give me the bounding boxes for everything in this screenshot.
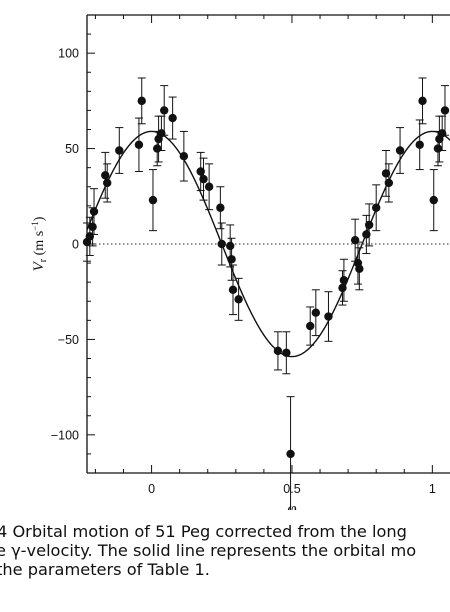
data-point-marker	[228, 285, 238, 294]
data-point-marker	[168, 113, 177, 123]
data-point	[395, 127, 405, 174]
data-point-marker	[339, 276, 349, 285]
caption-line-3: the parameters of Table 1.	[0, 560, 210, 579]
x-tick-label: 0	[148, 482, 155, 496]
figure-caption: 4 Orbital motion of 51 Peg corrected fro…	[0, 522, 450, 612]
data-point-marker	[371, 203, 381, 212]
data-point	[429, 169, 438, 232]
data-point-marker	[418, 96, 427, 106]
data-point	[311, 289, 321, 337]
data-point-marker	[216, 203, 225, 212]
data-point	[381, 149, 391, 197]
data-point	[364, 203, 374, 247]
data-point-marker	[364, 220, 374, 230]
data-point-marker	[88, 222, 97, 232]
data-point-marker	[234, 295, 243, 304]
data-point-marker	[217, 239, 226, 249]
data-point	[355, 247, 364, 291]
data-point-marker	[433, 144, 443, 153]
data-point	[227, 237, 236, 281]
data-point	[115, 127, 124, 174]
x-tick-label: 0.5	[283, 482, 300, 496]
y-axis-label: Vr (m s−1)	[30, 216, 49, 271]
data-point	[204, 163, 214, 211]
orbital-fit-curve	[86, 130, 450, 358]
y-tick-label: −50	[58, 333, 79, 347]
data-point-marker	[273, 346, 283, 356]
data-point	[137, 77, 146, 125]
data-point	[384, 163, 394, 203]
data-point	[103, 163, 112, 203]
data-point-marker	[89, 207, 99, 216]
data-point	[101, 151, 110, 199]
data-point-marker	[115, 146, 124, 155]
data-point-marker	[225, 241, 235, 251]
data-point	[324, 291, 333, 342]
data-point	[282, 331, 291, 375]
data-point-marker	[152, 144, 162, 153]
data-point-marker	[415, 140, 424, 149]
data-point	[196, 151, 205, 192]
data-point-marker	[103, 178, 112, 188]
data-point	[216, 186, 225, 230]
data-point	[168, 96, 177, 140]
data-point	[418, 77, 427, 125]
data-point-marker	[160, 106, 169, 115]
data-point	[217, 222, 226, 266]
data-point	[134, 117, 144, 172]
data-point	[160, 85, 169, 136]
y-tick-label: 50	[65, 142, 79, 156]
data-point-marker	[355, 264, 364, 274]
data-point-marker	[362, 230, 371, 239]
x-tick-label: 1	[429, 482, 436, 496]
data-point	[148, 169, 158, 232]
data-point-marker	[338, 283, 347, 293]
data-point-marker	[137, 96, 146, 106]
data-point-marker	[311, 308, 321, 317]
data-point-marker	[429, 195, 438, 205]
caption-line-1: 4 Orbital motion of 51 Peg corrected fro…	[0, 522, 407, 541]
figure-plot: −100 −50 0 50 100 0 0.5 1 φ Vr (m s−1)	[30, 14, 450, 510]
x-axis-label: φ	[287, 499, 296, 510]
data-point-marker	[196, 167, 205, 176]
radial-velocity-chart: −100 −50 0 50 100 0 0.5 1 φ Vr (m s−1)	[30, 14, 450, 510]
y-tick-label: −100	[51, 428, 79, 442]
data-point-marker	[384, 178, 394, 188]
data-point-marker	[440, 106, 450, 115]
data-point	[228, 264, 238, 316]
data-point	[371, 184, 381, 232]
data-point-marker	[101, 171, 110, 180]
data-point-marker	[381, 169, 391, 178]
data-point-marker	[227, 255, 236, 264]
caption-line-2: e γ-velocity. The solid line represents …	[0, 541, 417, 560]
data-point	[339, 258, 349, 302]
data-point	[415, 119, 424, 171]
data-point-marker	[199, 174, 208, 184]
data-point-marker	[324, 312, 333, 321]
data-point-marker	[204, 182, 214, 191]
data-point-marker	[134, 140, 144, 149]
y-tick-label: 0	[72, 238, 79, 252]
data-point	[234, 277, 243, 321]
data-point	[286, 396, 295, 510]
data-point-marker	[148, 195, 158, 205]
data-point-marker	[395, 146, 405, 155]
data-point-marker	[286, 449, 295, 459]
y-tick-label: 100	[58, 47, 79, 61]
data-point	[179, 130, 189, 182]
data-point	[199, 157, 208, 201]
data-point-marker	[179, 152, 189, 161]
data-point	[306, 306, 315, 346]
data-point	[89, 188, 99, 235]
data-point	[440, 85, 450, 136]
data-point-marker	[306, 321, 315, 331]
data-point-marker	[282, 348, 291, 357]
data-point	[273, 331, 283, 371]
